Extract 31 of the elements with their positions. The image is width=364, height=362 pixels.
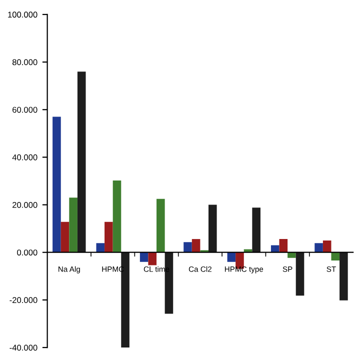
bar	[227, 252, 236, 262]
bar	[279, 239, 288, 252]
y-tick-label: 20.000	[12, 202, 38, 208]
bar	[140, 252, 148, 262]
bar	[96, 243, 105, 252]
bar	[77, 72, 86, 252]
bar	[322, 240, 332, 252]
bar	[252, 208, 260, 252]
bar	[208, 204, 217, 252]
bar	[104, 222, 113, 252]
bar	[314, 243, 323, 252]
y-tick-label: -40.000	[10, 344, 38, 351]
bar	[52, 116, 61, 252]
bar	[331, 252, 340, 260]
bar	[112, 180, 122, 252]
bar	[148, 252, 157, 266]
bar	[69, 198, 78, 252]
bar	[340, 252, 348, 300]
bar	[288, 252, 296, 258]
bar	[60, 222, 70, 252]
bar	[192, 239, 200, 252]
y-tick-label: -20.000	[10, 297, 38, 304]
y-tick-label: 100.000	[8, 12, 38, 18]
bar	[184, 242, 192, 252]
y-tick-label: 40.000	[12, 154, 38, 160]
bar	[270, 245, 280, 252]
bar	[156, 198, 165, 252]
y-tick-label: 80.000	[12, 59, 38, 66]
y-tick-label: 60.000	[12, 106, 38, 113]
y-tick-label: 0.000	[17, 250, 38, 256]
bar	[296, 252, 304, 296]
